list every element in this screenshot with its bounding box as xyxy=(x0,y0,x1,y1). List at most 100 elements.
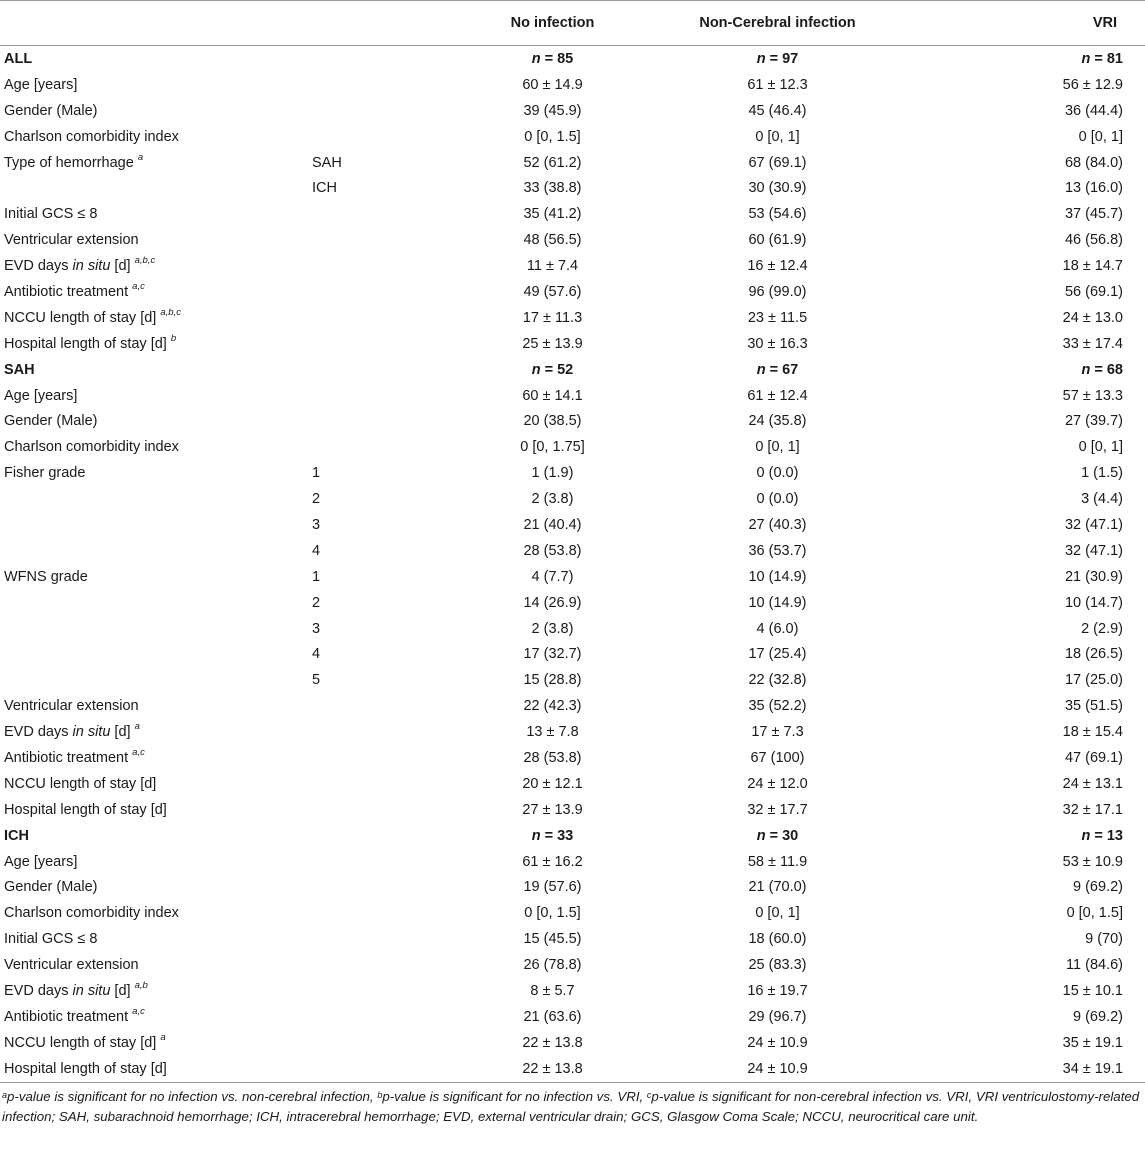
sample-size-symbol: n xyxy=(1081,827,1091,844)
value-no-infection: 2 (3.8) xyxy=(531,620,574,637)
value-no-infection: 28 (53.8) xyxy=(523,542,582,559)
footnote-marker: a xyxy=(137,151,144,163)
value-no-infection: 15 (45.5) xyxy=(523,931,582,948)
row-label-text: Age [years] xyxy=(4,387,78,404)
value-no-infection: 61 ± 16.2 xyxy=(522,853,583,870)
value-vri: 32 (47.1) xyxy=(1064,542,1123,559)
table-row: Ventricular extension 22 (42.3) 35 (52.2) 3… xyxy=(0,693,1145,719)
row-label: Initial GCS ≤ 8 xyxy=(0,201,310,227)
row-label-text: Gender (Male) xyxy=(4,102,98,119)
section-label: ICH xyxy=(0,823,310,849)
value-non-cerebral-infection: 24 ± 10.9 xyxy=(655,1055,900,1083)
value-no-infection: 1 (1.9) xyxy=(531,465,574,482)
value-no-infection: 0 [0, 1.5] xyxy=(524,128,581,145)
table-row: Fisher grade 1 1 (1.9) 0 (0.0) 1 (1.5) xyxy=(0,460,1145,486)
table-row: EVD days in situ [d] a,b,c 11 ± 7.4 16 ± 1… xyxy=(0,253,1145,279)
value-no-infection: 0 [0, 1.75] xyxy=(520,439,585,456)
value-vri: 3 (4.4) xyxy=(1081,491,1123,508)
row-label: EVD days in situ [d] a,b,c xyxy=(0,253,310,279)
row-label: Fisher grade xyxy=(0,460,310,486)
row-label: Charlson comorbidity index xyxy=(0,124,310,150)
value-vri: 18 ± 14.7 xyxy=(1062,258,1123,275)
value-vri: 9 (70) xyxy=(1085,931,1123,948)
row-label: EVD days in situ [d] a,b xyxy=(0,978,310,1004)
row-subgroup xyxy=(310,745,410,771)
footnote-text: p-value is significant for no infection … xyxy=(382,1088,647,1104)
row-label-text: NCCU length of stay [d] xyxy=(4,309,157,326)
row-subgroup xyxy=(310,1030,410,1056)
value-vri: n = 68 xyxy=(900,357,1145,383)
table-body: ALL n = 85 n = 97 n = 81 Age [years] 60 ± 14.… xyxy=(0,46,1145,1083)
value-no-infection: 11 ± 7.4 xyxy=(526,258,579,275)
table-row: 2 2 (3.8) 0 (0.0) 3 (4.4) xyxy=(0,486,1145,512)
row-subgroup xyxy=(310,823,410,849)
row-subgroup xyxy=(310,693,410,719)
row-label-text: Antibiotic treatment xyxy=(4,283,129,300)
table-row: Hospital length of stay [d] 22 ± 13.8 24 ±… xyxy=(0,1055,1145,1083)
row-subgroup xyxy=(310,849,410,875)
row-label: Age [years] xyxy=(0,383,310,409)
row-subgroup xyxy=(310,331,410,357)
row-label-text: Initial GCS ≤ 8 xyxy=(4,931,98,948)
value-vri: 10 (14.7) xyxy=(1064,594,1123,611)
row-subgroup xyxy=(310,900,410,926)
section-row: ALL n = 85 n = 97 n = 81 xyxy=(0,46,1145,72)
value-vri: 68 (84.0) xyxy=(1064,154,1123,171)
row-label xyxy=(0,641,310,667)
table-row: Antibiotic treatment a,c 49 (57.6) 96 (99.… xyxy=(0,279,1145,305)
value-no-infection: 17 ± 11.3 xyxy=(522,309,583,326)
value-no-infection: 4 (7.7) xyxy=(531,568,574,585)
row-label-text: EVD days xyxy=(4,258,69,275)
table-row: Age [years] 60 ± 14.9 61 ± 12.3 56 ± 12.9 xyxy=(0,72,1145,98)
value-no-infection: 39 (45.9) xyxy=(523,102,582,119)
footnote-sup-c: c xyxy=(646,1089,652,1100)
value-vri: 11 (84.6) xyxy=(1066,957,1123,974)
value-vri: 32 (47.1) xyxy=(1064,516,1123,533)
sample-size-value: = 30 xyxy=(765,827,799,844)
value-no-infection: 17 (32.7) xyxy=(523,646,582,663)
row-subgroup: 1 xyxy=(312,568,321,585)
row-label: Hospital length of stay [d] xyxy=(0,797,310,823)
row-subgroup xyxy=(310,98,410,124)
table-row: Initial GCS ≤ 8 35 (41.2) 53 (54.6) 37 (45.… xyxy=(0,201,1145,227)
value-vri: 46 (56.8) xyxy=(1064,232,1123,249)
sample-size-value: = 33 xyxy=(540,827,574,844)
footnote-sup-a: a xyxy=(2,1089,8,1100)
value-no-infection: 22 (42.3) xyxy=(523,698,582,715)
value-non-cerebral-infection: 10 (14.9) xyxy=(748,594,807,611)
row-label xyxy=(0,667,310,693)
table-row: Antibiotic treatment a,c 28 (53.8) 67 (100… xyxy=(0,745,1145,771)
table-row: Hospital length of stay [d] 27 ± 13.9 32 ±… xyxy=(0,797,1145,823)
row-subgroup: 4 xyxy=(312,646,321,663)
table-row: Antibiotic treatment a,c 21 (63.6) 29 (96.… xyxy=(0,1004,1145,1030)
table-row: Charlson comorbidity index 0 [0, 1.75] 0 [… xyxy=(0,434,1145,460)
value-vri: 0 [0, 1] xyxy=(1078,128,1123,145)
row-label: EVD days in situ [d] a xyxy=(0,719,310,745)
table-row: 4 28 (53.8) 36 (53.7) 32 (47.1) xyxy=(0,538,1145,564)
section-row: SAH n = 52 n = 67 n = 68 xyxy=(0,357,1145,383)
row-subgroup xyxy=(310,227,410,253)
value-no-infection: 28 (53.8) xyxy=(523,749,582,766)
footnote-marker: a,b xyxy=(134,980,148,991)
row-label: Hospital length of stay [d] b xyxy=(0,331,310,357)
value-vri: 21 (30.9) xyxy=(1064,568,1123,585)
row-subgroup xyxy=(310,201,410,227)
row-label: Age [years] xyxy=(0,849,310,875)
table-row: 3 21 (40.4) 27 (40.3) 32 (47.1) xyxy=(0,512,1145,538)
table-row: 2 14 (26.9) 10 (14.9) 10 (14.7) xyxy=(0,590,1145,616)
row-label-suffix: [d] xyxy=(110,724,131,741)
header-non-cerebral-infection: Non-Cerebral infection xyxy=(655,0,900,46)
section-row: ICH n = 33 n = 30 n = 13 xyxy=(0,823,1145,849)
value-non-cerebral-infection: 0 (0.0) xyxy=(756,465,799,482)
footnote-marker: a xyxy=(160,1031,166,1043)
row-label-text: Ventricular extension xyxy=(4,232,139,249)
row-label-text: EVD days xyxy=(4,983,69,999)
section-label: ALL xyxy=(0,46,310,72)
row-label-text: NCCU length of stay [d] xyxy=(4,1034,157,1051)
row-label-italic: in situ xyxy=(72,724,111,741)
row-label: NCCU length of stay [d] a xyxy=(0,1030,310,1056)
row-subgroup: 2 xyxy=(312,594,321,611)
row-label-text: EVD days xyxy=(4,724,69,741)
table-row: EVD days in situ [d] a,b 8 ± 5.7 16 ± 19.7… xyxy=(0,978,1145,1004)
table-row: Ventricular extension 26 (78.8) 25 (83.3) 1… xyxy=(0,952,1145,978)
